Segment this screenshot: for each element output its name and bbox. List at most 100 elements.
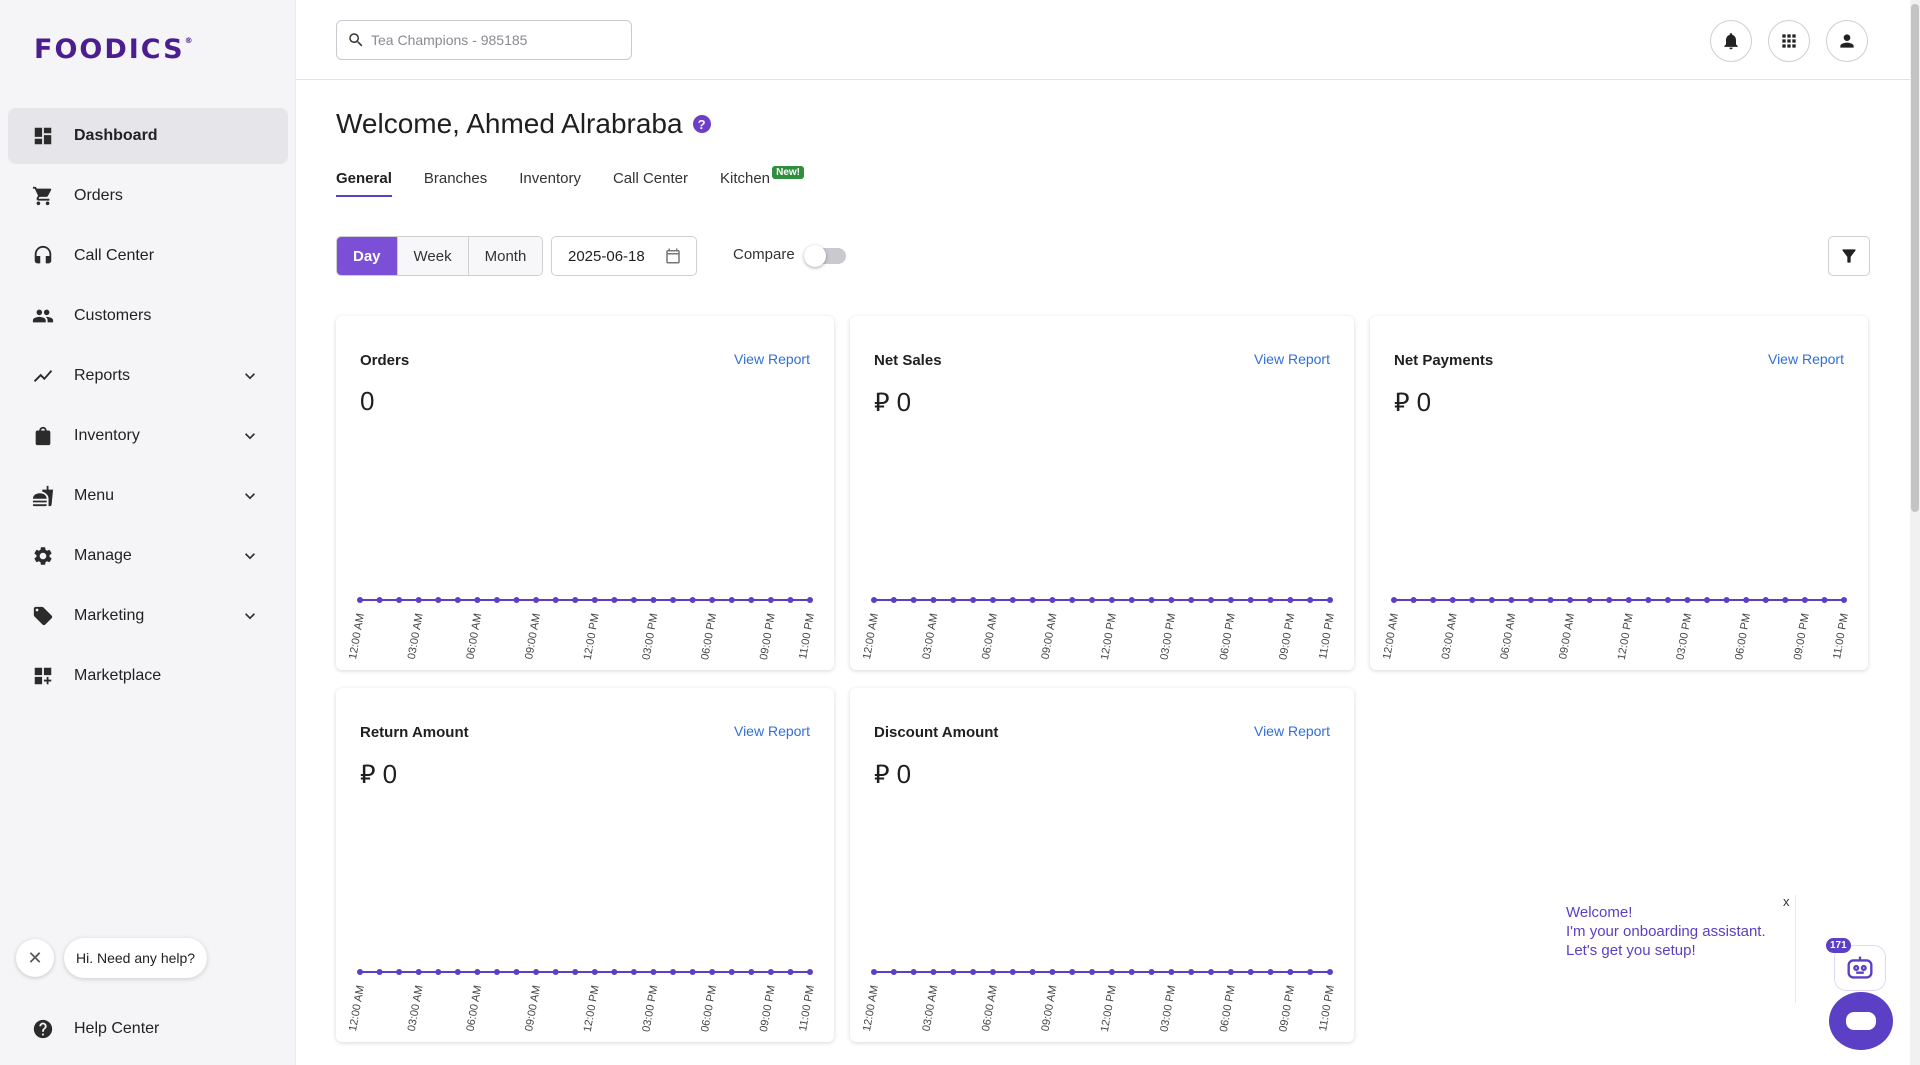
account-button[interactable]: [1826, 20, 1868, 62]
sidebar-item-menu[interactable]: Menu: [8, 468, 288, 524]
data-point[interactable]: [396, 969, 403, 975]
tab-inventory[interactable]: Inventory: [519, 170, 581, 187]
data-point[interactable]: [1267, 597, 1274, 603]
data-point[interactable]: [630, 969, 637, 975]
data-point[interactable]: [611, 597, 618, 603]
data-point[interactable]: [357, 969, 363, 975]
notifications-button[interactable]: [1710, 20, 1752, 62]
data-point[interactable]: [1029, 969, 1036, 975]
chevron-down-icon[interactable]: [240, 366, 260, 386]
data-point[interactable]: [930, 597, 937, 603]
data-point[interactable]: [493, 597, 500, 603]
data-point[interactable]: [930, 969, 937, 975]
sidebar-item-orders[interactable]: Orders: [8, 168, 288, 224]
data-point[interactable]: [1645, 597, 1652, 603]
data-point[interactable]: [1307, 597, 1314, 603]
data-point[interactable]: [435, 969, 442, 975]
data-point[interactable]: [748, 969, 755, 975]
data-point[interactable]: [1567, 597, 1574, 603]
data-point[interactable]: [1664, 597, 1671, 603]
data-point[interactable]: [1089, 597, 1096, 603]
data-point[interactable]: [1287, 969, 1294, 975]
help-center-link[interactable]: Help Center: [32, 1018, 159, 1040]
sidebar-item-manage[interactable]: Manage: [8, 528, 288, 584]
data-point[interactable]: [1009, 969, 1016, 975]
data-point[interactable]: [1009, 597, 1016, 603]
data-point[interactable]: [435, 597, 442, 603]
date-picker[interactable]: 2025-06-18: [551, 236, 697, 276]
data-point[interactable]: [1391, 597, 1397, 603]
data-point[interactable]: [1508, 597, 1515, 603]
data-point[interactable]: [670, 969, 677, 975]
data-point[interactable]: [871, 597, 877, 603]
data-point[interactable]: [767, 597, 774, 603]
data-point[interactable]: [1049, 969, 1056, 975]
data-point[interactable]: [1743, 597, 1750, 603]
data-point[interactable]: [970, 597, 977, 603]
tab-general[interactable]: General: [336, 170, 392, 197]
data-point[interactable]: [552, 597, 559, 603]
data-point[interactable]: [1307, 969, 1314, 975]
data-point[interactable]: [1227, 969, 1234, 975]
help-icon[interactable]: ?: [692, 115, 711, 133]
data-point[interactable]: [709, 969, 716, 975]
apps-button[interactable]: [1768, 20, 1810, 62]
close-icon[interactable]: ✕: [16, 939, 54, 977]
data-point[interactable]: [1586, 597, 1593, 603]
data-point[interactable]: [728, 969, 735, 975]
data-point[interactable]: [950, 597, 957, 603]
data-point[interactable]: [572, 597, 579, 603]
data-point[interactable]: [1449, 597, 1456, 603]
search-box[interactable]: [336, 20, 632, 60]
data-point[interactable]: [970, 969, 977, 975]
data-point[interactable]: [1841, 597, 1847, 603]
data-point[interactable]: [650, 597, 657, 603]
data-point[interactable]: [1168, 597, 1175, 603]
data-point[interactable]: [1625, 597, 1632, 603]
search-input[interactable]: [371, 32, 611, 48]
chat-button[interactable]: [1829, 992, 1893, 1050]
view-report-link[interactable]: View Report: [1253, 351, 1330, 367]
data-point[interactable]: [1108, 969, 1115, 975]
data-point[interactable]: [513, 597, 520, 603]
chevron-down-icon[interactable]: [240, 486, 260, 506]
sidebar-item-marketplace[interactable]: Marketplace: [8, 648, 288, 704]
period-week-button[interactable]: Week: [397, 237, 469, 275]
data-point[interactable]: [591, 969, 598, 975]
data-point[interactable]: [650, 969, 657, 975]
data-point[interactable]: [1069, 597, 1076, 603]
data-point[interactable]: [1128, 597, 1135, 603]
data-point[interactable]: [709, 597, 716, 603]
data-point[interactable]: [1049, 597, 1056, 603]
data-point[interactable]: [1227, 597, 1234, 603]
data-point[interactable]: [1488, 597, 1495, 603]
data-point[interactable]: [1188, 597, 1195, 603]
data-point[interactable]: [533, 969, 540, 975]
data-point[interactable]: [1208, 969, 1215, 975]
data-point[interactable]: [1247, 969, 1254, 975]
data-point[interactable]: [910, 597, 917, 603]
filter-button[interactable]: [1828, 236, 1870, 276]
data-point[interactable]: [1168, 969, 1175, 975]
tab-call-center[interactable]: Call Center: [612, 170, 688, 187]
data-point[interactable]: [1069, 969, 1076, 975]
view-report-link[interactable]: View Report: [1253, 723, 1330, 739]
data-point[interactable]: [454, 969, 461, 975]
data-point[interactable]: [474, 597, 481, 603]
data-point[interactable]: [357, 597, 363, 603]
data-point[interactable]: [513, 969, 520, 975]
data-point[interactable]: [1527, 597, 1534, 603]
chevron-down-icon[interactable]: [240, 546, 260, 566]
data-point[interactable]: [1148, 969, 1155, 975]
data-point[interactable]: [807, 969, 813, 975]
data-point[interactable]: [871, 969, 877, 975]
data-point[interactable]: [1782, 597, 1789, 603]
view-report-link[interactable]: View Report: [733, 723, 810, 739]
data-point[interactable]: [572, 969, 579, 975]
data-point[interactable]: [1029, 597, 1036, 603]
data-point[interactable]: [396, 597, 403, 603]
foodics-logo[interactable]: FOODICS®: [34, 34, 195, 65]
data-point[interactable]: [1327, 597, 1333, 603]
period-month-button[interactable]: Month: [468, 237, 543, 275]
data-point[interactable]: [493, 969, 500, 975]
